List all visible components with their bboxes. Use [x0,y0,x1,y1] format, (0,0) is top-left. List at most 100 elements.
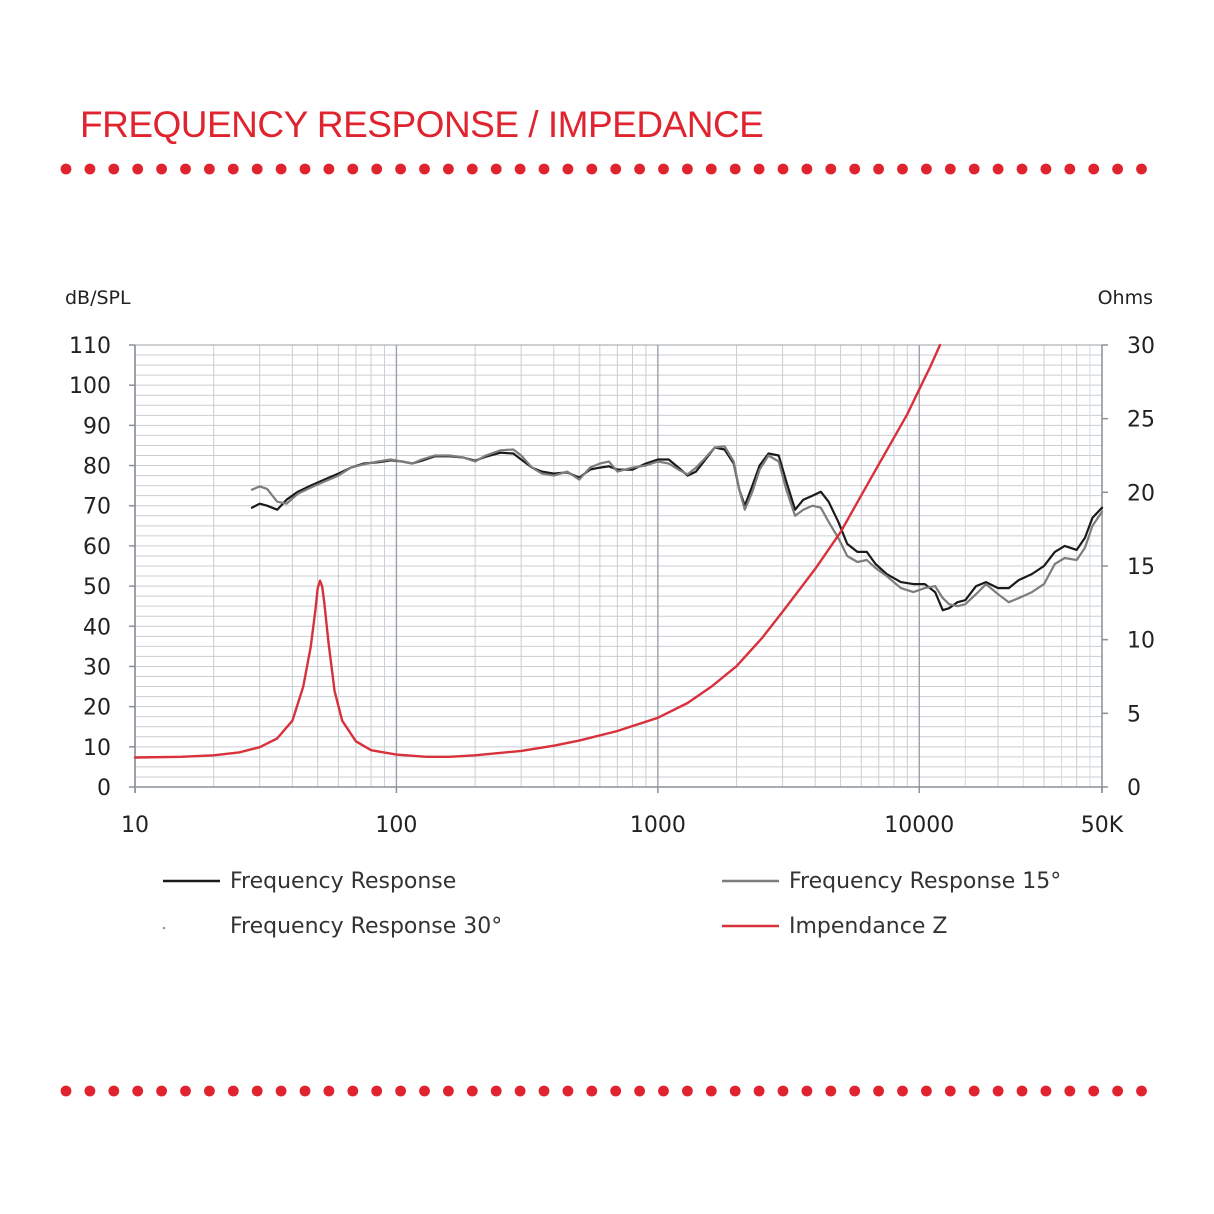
divider-dot [347,163,359,175]
divider-dot [538,1085,550,1097]
legend-label: Frequency Response 30° [230,914,502,939]
divider-dot [1064,163,1076,175]
divider-dot [586,1085,598,1097]
legend-label: Impendance Z [789,914,947,939]
y-left-axis-label: dB/SPL [65,287,131,309]
x-tick-label: 100 [375,813,417,838]
y-left-tick-label: 90 [83,414,111,439]
divider-dot [204,163,215,175]
divider-dot [801,163,813,175]
divider-dot [514,163,526,175]
divider-dot [132,163,144,175]
divider-dot [1040,163,1052,175]
divider-dot [777,163,789,175]
divider-dot [204,1085,215,1097]
divider-dot [1064,1085,1076,1097]
y-right-tick-label: 5 [1127,702,1141,727]
divider-dot [419,163,430,175]
chart-grid [134,344,1103,788]
divider-dot [443,163,454,175]
divider-dot [586,163,598,175]
divider-dot [705,163,717,175]
divider-dot [610,1085,622,1097]
top-dotted-divider [60,163,1147,175]
divider-dot [825,1085,837,1097]
divider-dot [897,163,908,175]
legend-swatch [162,926,166,930]
y-left-tick-label: 110 [69,334,111,359]
divider-dot [299,163,311,175]
legend-label: Frequency Response 15° [789,869,1061,894]
y-left-tick-label: 20 [83,696,111,721]
divider-dot [921,163,932,175]
divider-dot [801,1085,813,1097]
divider-dot [562,1085,574,1097]
y-left-tick-label: 100 [69,374,111,399]
divider-dot [371,163,383,175]
chart-axes: 0 10 20 30 40 50 60 70 80 90 100 110 0 5 10 15 20 25 30 10 1… [65,287,1155,838]
divider-dot [753,163,765,175]
divider-dot [1136,1085,1147,1097]
y-right-tick-label: 25 [1127,408,1155,433]
divider-dot [968,1085,980,1097]
divider-dot [992,1085,1004,1097]
divider-dot [634,1085,645,1097]
y-left-tick-label: 30 [83,655,111,680]
divider-dot [84,163,96,175]
y-right-axis-label: Ohms [1098,287,1153,309]
y-left-tick-label: 0 [97,776,111,801]
divider-dot [968,163,980,175]
y-left-tick-label: 60 [83,535,111,560]
divider-dot [251,1085,263,1097]
x-tick-label: 50K [1081,813,1124,838]
divider-dot [275,163,287,175]
divider-dot [705,1085,717,1097]
y-right-tick-label: 15 [1127,555,1155,580]
divider-dot [944,1085,956,1097]
divider-dot [897,1085,908,1097]
divider-dot [944,163,956,175]
divider-dot [1112,1085,1123,1097]
divider-dot [753,1085,765,1097]
divider-dot [514,1085,526,1097]
series-line-frequency-response-15 [250,445,1104,608]
legend-label: Frequency Response [230,869,456,894]
divider-dot [1136,163,1147,175]
divider-dot [849,163,861,175]
divider-dot [419,1085,430,1097]
y-left-tick-label: 70 [83,495,111,520]
divider-dot [682,163,693,175]
divider-dot [849,1085,861,1097]
divider-dot [466,1085,478,1097]
y-right-tick-label: 30 [1127,334,1155,359]
divider-dot [562,163,574,175]
divider-dot [180,1085,191,1097]
divider-dot [60,163,72,175]
divider-dot [1016,163,1028,175]
divider-dot [873,1085,884,1097]
divider-dot [490,163,502,175]
divider-dot [132,1085,144,1097]
y-left-tick-label: 40 [83,615,111,640]
divider-dot [227,1085,239,1097]
x-tick-label: 10 [121,813,149,838]
y-right-tick-label: 20 [1127,481,1155,506]
chart-legend: Frequency Response Frequency Response 15°… [162,869,1061,939]
divider-dot [84,1085,96,1097]
bottom-dotted-divider [60,1085,1147,1097]
divider-dot [251,163,263,175]
divider-dot [873,163,884,175]
divider-dot [658,1085,669,1097]
divider-dot [682,1085,693,1097]
divider-dot [538,163,550,175]
divider-dot [108,163,120,175]
divider-dot [610,163,622,175]
x-tick-label: 10000 [884,813,954,838]
divider-dot [1088,163,1100,175]
divider-dot [825,163,837,175]
divider-dot [1112,163,1123,175]
divider-dot [323,163,335,175]
divider-dot [275,1085,287,1097]
divider-dot [395,1085,406,1097]
